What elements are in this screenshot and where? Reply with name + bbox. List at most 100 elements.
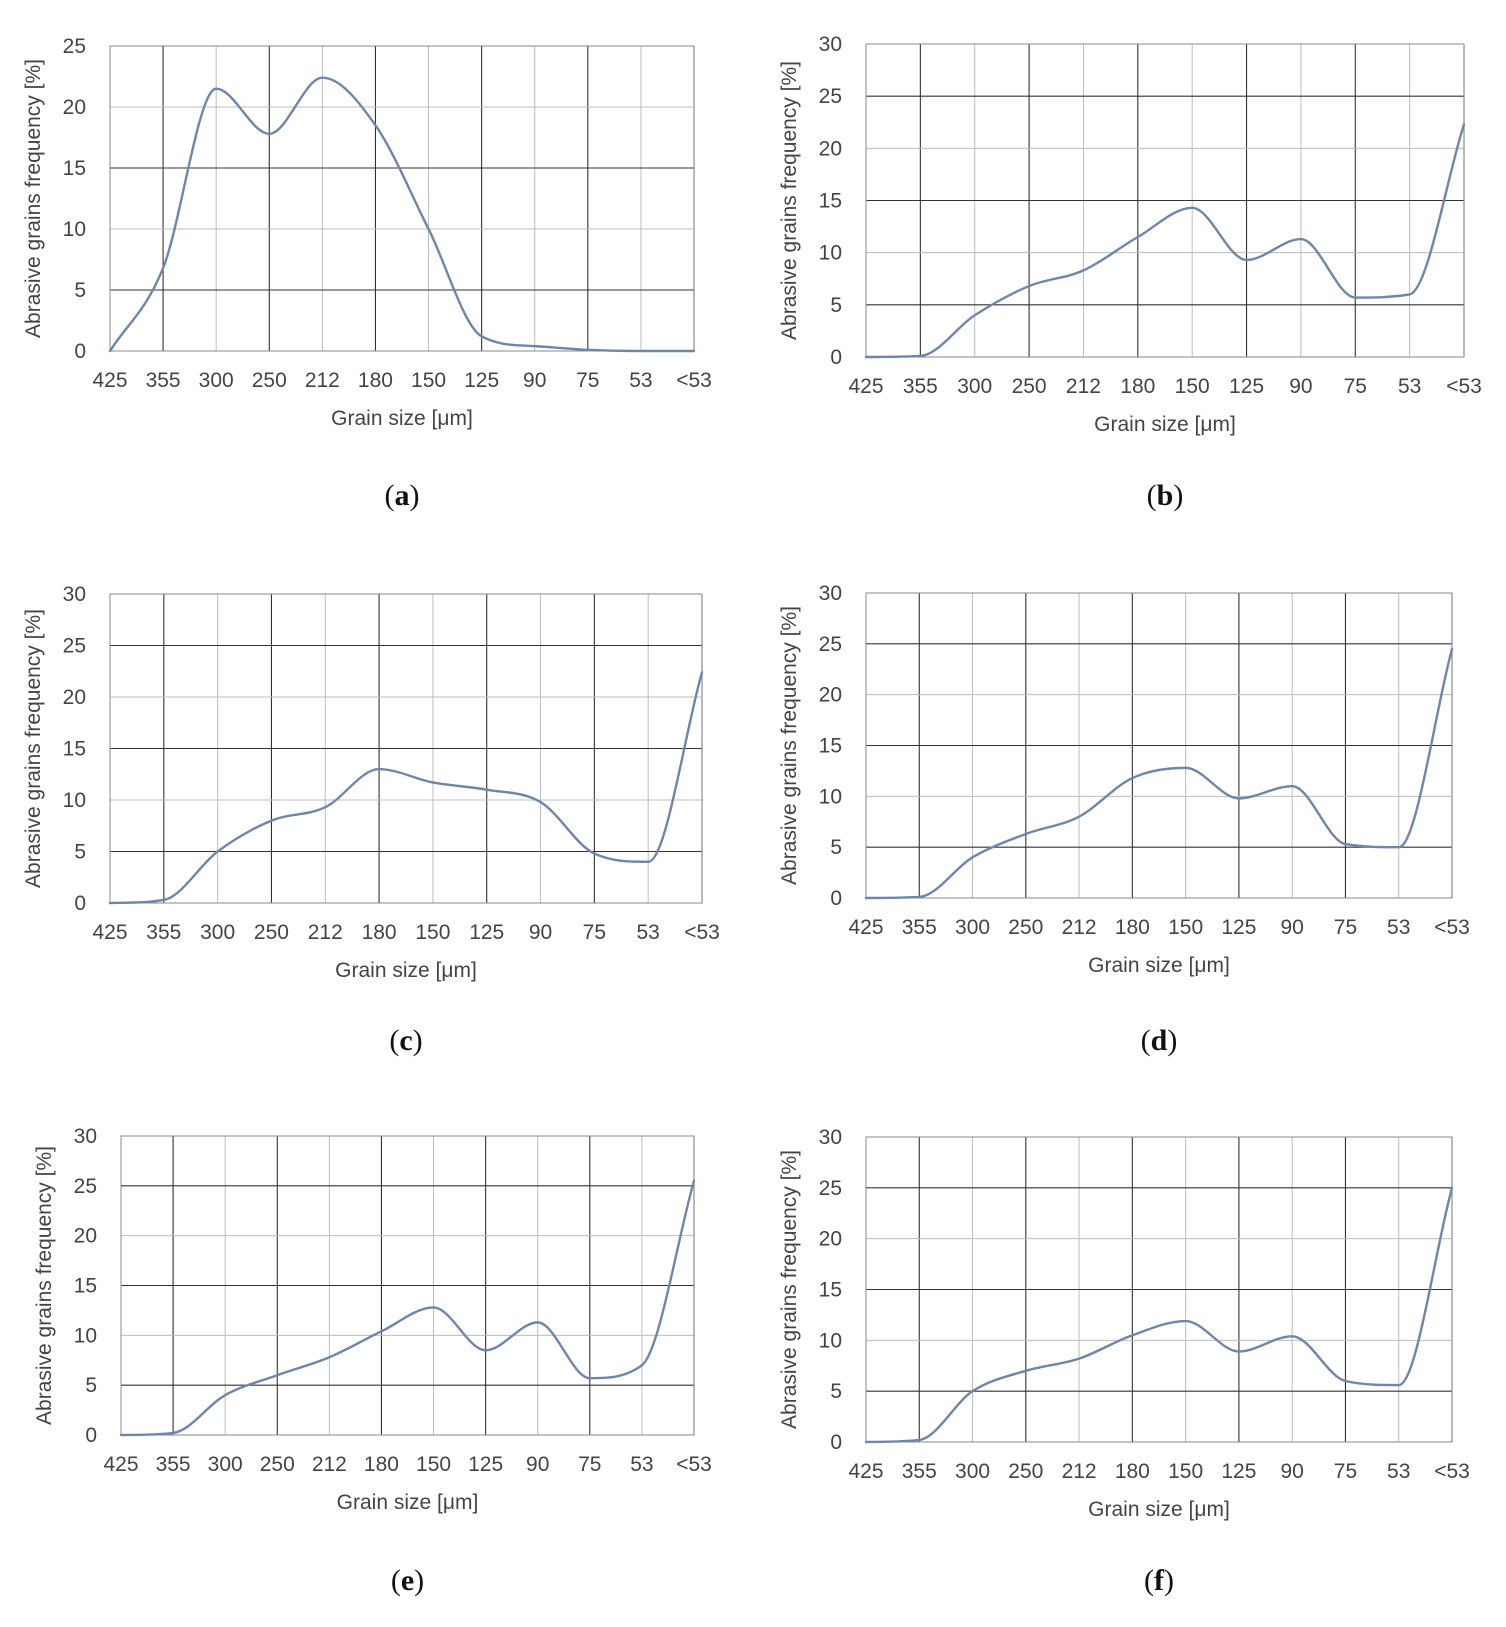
- y-tick-label: 0: [85, 1424, 97, 1447]
- x-tick-label: 75: [1334, 1460, 1357, 1483]
- caption-open-paren: (: [1141, 1024, 1151, 1057]
- x-tick-label: 212: [312, 1453, 347, 1476]
- y-tick-label: 10: [819, 1329, 842, 1352]
- x-tick-label: 300: [199, 369, 234, 392]
- plot-frame: [865, 592, 1453, 899]
- panel-caption: (e): [391, 1564, 424, 1597]
- y-tick-label: 10: [74, 1324, 97, 1347]
- x-tick-label: <53: [1434, 916, 1470, 939]
- x-tick-label: 150: [415, 921, 450, 944]
- y-tick-label: 10: [63, 789, 86, 812]
- x-tick-label: 212: [308, 921, 343, 944]
- y-axis-title: Abrasive grains frequency [%]: [22, 59, 45, 338]
- y-tick-label: 30: [819, 582, 842, 605]
- x-tick-label: 75: [583, 921, 606, 944]
- x-tick-label: 355: [902, 916, 937, 939]
- x-tick-label: 425: [92, 921, 127, 944]
- y-tick-label: 20: [63, 686, 86, 709]
- x-tick-label: 250: [1012, 375, 1047, 398]
- y-tick-label: 5: [74, 279, 86, 302]
- x-tick-label: 150: [416, 1453, 451, 1476]
- x-tick-label: 300: [200, 921, 235, 944]
- x-tick-label: 53: [1387, 1460, 1410, 1483]
- x-tick-label: 75: [578, 1453, 601, 1476]
- caption-letter: b: [1157, 479, 1174, 512]
- y-tick-label: 5: [85, 1374, 97, 1397]
- x-tick-label: 125: [1221, 916, 1256, 939]
- y-tick-label: 10: [819, 242, 842, 265]
- series-line-f: [864, 1186, 1454, 1444]
- y-tick-label: 30: [819, 33, 842, 56]
- caption-open-paren: (: [391, 1564, 401, 1597]
- x-tick-label: 90: [529, 921, 552, 944]
- y-tick-label: 5: [830, 1380, 842, 1403]
- plot-frame: [865, 43, 1465, 358]
- x-tick-label: <53: [684, 921, 720, 944]
- y-axis-title: Abrasive grains frequency [%]: [778, 61, 801, 340]
- panel-caption: (f): [1144, 1564, 1174, 1597]
- series-line-d: [864, 647, 1454, 900]
- x-tick-label: 125: [469, 921, 504, 944]
- x-tick-label: 180: [1115, 1460, 1150, 1483]
- x-tick-label: 355: [146, 921, 181, 944]
- caption-letter: e: [401, 1564, 414, 1597]
- y-tick-label: 25: [74, 1175, 97, 1198]
- y-tick-label: 30: [63, 583, 86, 606]
- x-tick-label: 355: [146, 369, 181, 392]
- y-tick-label: 0: [830, 887, 842, 910]
- x-tick-label: 355: [903, 375, 938, 398]
- x-tick-label: 425: [92, 369, 127, 392]
- y-tick-label: 0: [830, 346, 842, 369]
- y-tick-label: 5: [74, 841, 86, 864]
- y-tick-label: 10: [63, 218, 86, 241]
- x-tick-label: <53: [676, 369, 712, 392]
- y-tick-label: 25: [819, 1177, 842, 1200]
- y-axis-title: Abrasive grains frequency [%]: [778, 1150, 801, 1429]
- y-tick-label: 30: [74, 1125, 97, 1148]
- y-tick-label: 15: [819, 190, 842, 213]
- x-tick-label: 180: [1120, 375, 1155, 398]
- x-tick-label: 90: [1289, 375, 1312, 398]
- caption-open-paren: (: [1144, 1564, 1154, 1597]
- x-tick-label: 53: [630, 1453, 653, 1476]
- caption-letter: c: [399, 1024, 412, 1057]
- plot-frame: [865, 1136, 1453, 1443]
- x-tick-label: 180: [362, 921, 397, 944]
- x-tick-label: 90: [526, 1453, 549, 1476]
- x-tick-label: 90: [523, 369, 546, 392]
- x-tick-label: 125: [464, 369, 499, 392]
- chart-panel-c: 0 5 10 15 20 25 30 425 355 300 250 212 180 150 125 90 75…: [22, 583, 720, 1057]
- x-tick-label: 300: [208, 1453, 243, 1476]
- x-tick-label: <53: [1434, 1460, 1470, 1483]
- series-line-a: [108, 76, 696, 353]
- caption-letter: f: [1154, 1564, 1165, 1597]
- caption-close-paren: ): [1173, 479, 1183, 512]
- y-tick-label: 0: [74, 340, 86, 363]
- y-axis-title: Abrasive grains frequency [%]: [33, 1146, 56, 1425]
- x-tick-label: 355: [902, 1460, 937, 1483]
- x-tick-label: 90: [1281, 916, 1304, 939]
- x-tick-label: 75: [1334, 916, 1357, 939]
- x-tick-label: 90: [1281, 1460, 1304, 1483]
- x-tick-label: 150: [411, 369, 446, 392]
- x-tick-label: 180: [358, 369, 393, 392]
- y-tick-label: 5: [830, 294, 842, 317]
- x-tick-label: 425: [848, 1460, 883, 1483]
- caption-close-paren: ): [413, 1024, 423, 1057]
- x-tick-label: <53: [676, 1453, 712, 1476]
- x-axis-title: Grain size [μm]: [1088, 1498, 1230, 1521]
- x-tick-label: 212: [305, 369, 340, 392]
- caption-close-paren: ): [414, 1564, 424, 1597]
- panel-caption: (d): [1141, 1024, 1178, 1057]
- y-tick-label: 10: [819, 785, 842, 808]
- y-tick-label: 30: [819, 1126, 842, 1149]
- x-axis-title: Grain size [μm]: [1088, 954, 1230, 977]
- caption-open-paren: (: [389, 1024, 399, 1057]
- caption-close-paren: ): [410, 479, 420, 512]
- chart-panel-f: 0 5 10 15 20 25 30 425 355 300 250 212 180 150 125 90 75…: [778, 1126, 1470, 1597]
- x-tick-label: 75: [576, 369, 599, 392]
- x-tick-label: <53: [1446, 375, 1482, 398]
- x-axis-title: Grain size [μm]: [335, 959, 477, 982]
- x-tick-label: 53: [1398, 375, 1421, 398]
- x-tick-label: 180: [1115, 916, 1150, 939]
